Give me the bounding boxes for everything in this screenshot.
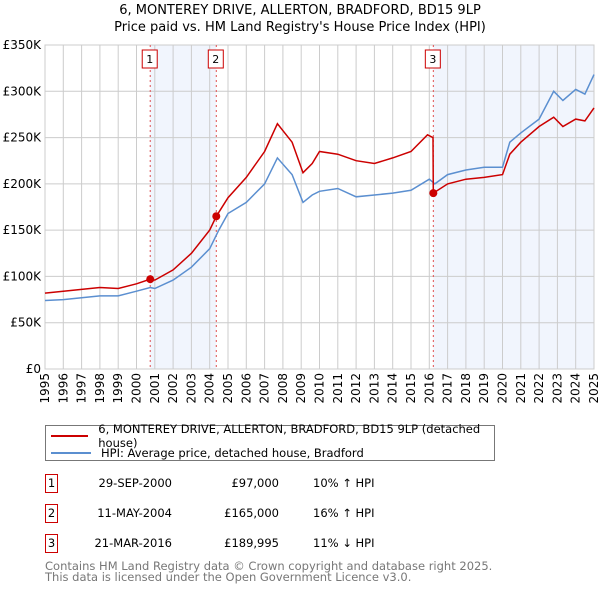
sale-marker-label: 3 xyxy=(429,53,436,66)
x-tick-label: 2015 xyxy=(404,373,418,404)
x-tick-label: 2007 xyxy=(258,373,272,404)
chart-title-line1: 6, MONTEREY DRIVE, ALLERTON, BRADFORD, B… xyxy=(119,3,481,18)
transaction-price: £189,995 xyxy=(224,536,279,550)
x-tick-label: 2005 xyxy=(221,373,235,404)
x-tick-label: 2017 xyxy=(441,373,455,404)
y-tick-label: £50K xyxy=(10,316,42,330)
x-tick-label: 2002 xyxy=(166,373,180,404)
transaction-hpi-diff: 10% ↑ HPI xyxy=(313,476,375,490)
x-tick-label: 2019 xyxy=(477,373,491,404)
x-tick-label: 2012 xyxy=(349,373,363,404)
x-tick-label: 2023 xyxy=(550,373,564,404)
y-tick-label: £300K xyxy=(3,84,43,98)
x-tick-label: 1995 xyxy=(38,373,52,404)
sale-point xyxy=(212,212,221,221)
x-tick-label: 2018 xyxy=(459,373,473,404)
transaction-number: 2 xyxy=(45,504,58,523)
transaction-number: 1 xyxy=(45,474,58,493)
transaction-date: 29-SEP-2000 xyxy=(98,476,172,490)
y-tick-label: £100K xyxy=(3,269,43,283)
chart-title-line2: Price paid vs. HM Land Registry's House … xyxy=(114,20,486,35)
x-tick-label: 2006 xyxy=(239,373,253,404)
transaction-hpi-diff: 16% ↑ HPI xyxy=(313,506,375,520)
x-tick-label: 2024 xyxy=(569,373,583,404)
y-tick-label: £0 xyxy=(26,362,41,376)
x-tick-label: 2022 xyxy=(532,373,546,404)
series-line-hpi xyxy=(44,74,595,302)
x-tick-label: 2003 xyxy=(184,373,198,404)
x-tick-label: 1997 xyxy=(75,373,89,404)
shaded-region xyxy=(433,45,594,369)
transaction-row: 2 11-MAY-2004 £165,000 16% ↑ HPI xyxy=(45,504,495,524)
x-tick-label: 1999 xyxy=(111,373,125,404)
transaction-date: 11-MAY-2004 xyxy=(97,506,172,520)
footer-licence: This data is licensed under the Open Gov… xyxy=(45,570,412,584)
x-tick-label: 1998 xyxy=(93,373,107,404)
legend-item-property: 6, MONTEREY DRIVE, ALLERTON, BRADFORD, B… xyxy=(46,422,494,450)
y-tick-label: £350K xyxy=(3,38,43,52)
y-tick-label: £200K xyxy=(3,177,43,191)
y-tick-label: £150K xyxy=(3,223,43,237)
legend-item-hpi: HPI: Average price, detached house, Brad… xyxy=(46,445,364,461)
sale-marker-label: 2 xyxy=(212,53,219,66)
transaction-number: 3 xyxy=(45,534,58,553)
price-chart: 1995 1996 1997 1998 1999 2000 2001 2002 2003 2004… xyxy=(3,38,600,404)
transaction-price: £165,000 xyxy=(224,506,279,520)
legend-label-property: 6, MONTEREY DRIVE, ALLERTON, BRADFORD, B… xyxy=(98,422,481,450)
x-tick-label: 2025 xyxy=(587,373,600,404)
transaction-row: 1 29-SEP-2000 £97,000 10% ↑ HPI xyxy=(45,474,495,494)
y-tick-label: £250K xyxy=(3,131,43,145)
legend-label-hpi: HPI: Average price, detached house, Brad… xyxy=(101,446,364,460)
sale-marker-box xyxy=(141,49,158,69)
x-tick-label: 2001 xyxy=(148,373,162,404)
legend: 6, MONTEREY DRIVE, ALLERTON, BRADFORD, B… xyxy=(45,422,495,461)
x-tick-label: 2008 xyxy=(276,373,290,404)
x-tick-label: 2011 xyxy=(331,373,345,404)
x-tick-label: 1996 xyxy=(56,373,70,404)
x-tick-label: 2020 xyxy=(496,373,510,404)
legend-swatch-blue xyxy=(51,452,91,454)
x-tick-label: 2010 xyxy=(313,373,327,404)
sale-marker-box xyxy=(424,49,441,69)
sale-marker-box xyxy=(207,49,224,69)
footer-copyright: Contains HM Land Registry data © Crown c… xyxy=(45,559,493,573)
transaction-price: £97,000 xyxy=(231,476,279,490)
sale-marker-label: 1 xyxy=(146,53,153,66)
plot-frame xyxy=(44,44,595,370)
x-tick-label: 2014 xyxy=(386,373,400,404)
shaded-region xyxy=(150,45,217,369)
transaction-row: 3 21-MAR-2016 £189,995 11% ↓ HPI xyxy=(45,534,495,554)
x-tick-label: 2004 xyxy=(203,373,217,404)
legend-swatch-red xyxy=(51,435,89,437)
x-tick-label: 2000 xyxy=(130,373,144,404)
sale-point xyxy=(429,189,438,198)
x-tick-label: 2021 xyxy=(514,373,528,404)
x-tick-label: 2009 xyxy=(294,373,308,404)
x-tick-label: 2016 xyxy=(422,373,436,404)
sale-point xyxy=(146,275,155,284)
transaction-date: 21-MAR-2016 xyxy=(94,536,172,550)
x-tick-label: 2013 xyxy=(367,373,381,404)
transaction-hpi-diff: 11% ↓ HPI xyxy=(313,536,375,550)
